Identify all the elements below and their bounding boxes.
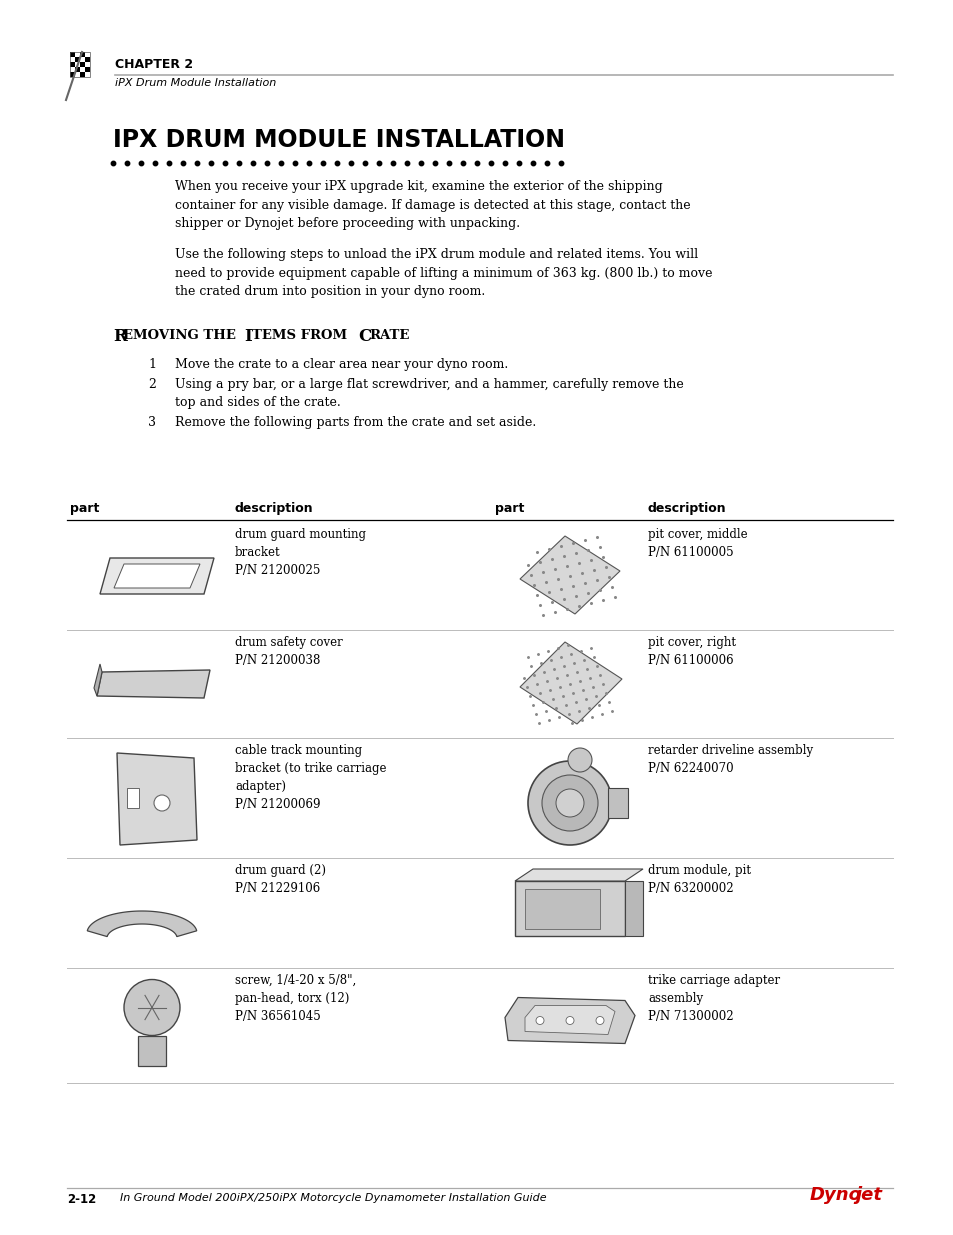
Circle shape: [153, 795, 170, 811]
Circle shape: [596, 1016, 603, 1025]
Circle shape: [536, 1016, 543, 1025]
Text: jet: jet: [854, 1186, 882, 1204]
Text: Remove the following parts from the crate and set aside.: Remove the following parts from the crat…: [174, 416, 536, 429]
Polygon shape: [504, 998, 635, 1044]
Bar: [607, 788, 627, 818]
Circle shape: [567, 748, 592, 772]
Polygon shape: [515, 869, 642, 881]
Bar: [127, 788, 139, 808]
Text: screw, 1/4-20 x 5/8",
pan-head, torx (12)
P/N 36561045: screw, 1/4-20 x 5/8", pan-head, torx (12…: [234, 974, 355, 1023]
Text: pit cover, right
P/N 61100006: pit cover, right P/N 61100006: [647, 636, 735, 667]
Text: IPX DRUM MODULE INSTALLATION: IPX DRUM MODULE INSTALLATION: [112, 128, 564, 152]
Bar: [75, 62, 80, 67]
Polygon shape: [117, 753, 196, 845]
Text: Move the crate to a clear area near your dyno room.: Move the crate to a clear area near your…: [174, 358, 508, 370]
Bar: [85, 52, 90, 57]
Text: Use the following steps to unload the iPX drum module and related items. You wil: Use the following steps to unload the iP…: [174, 248, 712, 298]
Text: part: part: [495, 501, 524, 515]
Text: iPX Drum Module Installation: iPX Drum Module Installation: [115, 78, 276, 88]
Circle shape: [565, 1016, 574, 1025]
Polygon shape: [524, 1005, 615, 1035]
Text: description: description: [647, 501, 726, 515]
Bar: [85, 62, 90, 67]
Text: drum safety cover
P/N 21200038: drum safety cover P/N 21200038: [234, 636, 342, 667]
Text: When you receive your iPX upgrade kit, examine the exterior of the shipping
cont: When you receive your iPX upgrade kit, e…: [174, 180, 690, 230]
Text: EMOVING THE: EMOVING THE: [123, 329, 240, 342]
Text: drum module, pit
P/N 63200002: drum module, pit P/N 63200002: [647, 864, 750, 895]
Text: trike carriage adapter
assembly
P/N 71300002: trike carriage adapter assembly P/N 7130…: [647, 974, 780, 1023]
Bar: [524, 889, 599, 929]
Bar: [80, 72, 85, 77]
Bar: [75, 52, 80, 57]
Text: Using a pry bar, or a large flat screwdriver, and a hammer, carefully remove the: Using a pry bar, or a large flat screwdr…: [174, 378, 683, 409]
Text: pit cover, middle
P/N 61100005: pit cover, middle P/N 61100005: [647, 529, 747, 559]
Bar: [80, 62, 85, 67]
Circle shape: [124, 979, 180, 1035]
Circle shape: [556, 789, 583, 818]
Polygon shape: [94, 664, 102, 697]
Text: R: R: [112, 329, 127, 345]
Text: C: C: [357, 329, 371, 345]
Text: drum guard (2)
P/N 21229106: drum guard (2) P/N 21229106: [234, 864, 326, 895]
Text: 2-12: 2-12: [67, 1193, 96, 1207]
Polygon shape: [519, 536, 619, 614]
Polygon shape: [100, 558, 213, 594]
Text: description: description: [234, 501, 314, 515]
Text: part: part: [70, 501, 99, 515]
Bar: [85, 72, 90, 77]
Text: RATE: RATE: [369, 329, 409, 342]
Bar: [70, 72, 75, 77]
Bar: [75, 67, 80, 72]
Bar: [624, 881, 642, 936]
Bar: [70, 52, 75, 57]
Bar: [70, 67, 75, 72]
Text: retarder driveline assembly
P/N 62240070: retarder driveline assembly P/N 62240070: [647, 743, 812, 776]
Bar: [80, 57, 85, 62]
Polygon shape: [113, 564, 200, 588]
Bar: [85, 57, 90, 62]
Text: In Ground Model 200iPX/250iPX Motorcycle Dynamometer Installation Guide: In Ground Model 200iPX/250iPX Motorcycle…: [120, 1193, 546, 1203]
Text: TEMS FROM: TEMS FROM: [252, 329, 352, 342]
Bar: [138, 1035, 166, 1066]
Circle shape: [527, 761, 612, 845]
Bar: [85, 67, 90, 72]
Bar: [70, 52, 90, 77]
Text: drum guard mounting
bracket
P/N 21200025: drum guard mounting bracket P/N 21200025: [234, 529, 366, 577]
Bar: [75, 57, 80, 62]
Polygon shape: [97, 671, 210, 698]
Bar: [515, 881, 624, 936]
Bar: [80, 52, 85, 57]
Polygon shape: [87, 911, 196, 936]
Bar: [80, 67, 85, 72]
Text: cable track mounting
bracket (to trike carriage
adapter)
P/N 21200069: cable track mounting bracket (to trike c…: [234, 743, 386, 811]
Text: Dyno: Dyno: [809, 1186, 862, 1204]
Text: CHAPTER 2: CHAPTER 2: [115, 58, 193, 70]
Text: 3: 3: [148, 416, 156, 429]
Circle shape: [541, 776, 598, 831]
Bar: [70, 62, 75, 67]
Text: 1: 1: [148, 358, 156, 370]
Text: 2: 2: [148, 378, 155, 391]
Polygon shape: [519, 642, 621, 724]
Bar: [70, 57, 75, 62]
Bar: [75, 72, 80, 77]
Text: I: I: [244, 329, 252, 345]
